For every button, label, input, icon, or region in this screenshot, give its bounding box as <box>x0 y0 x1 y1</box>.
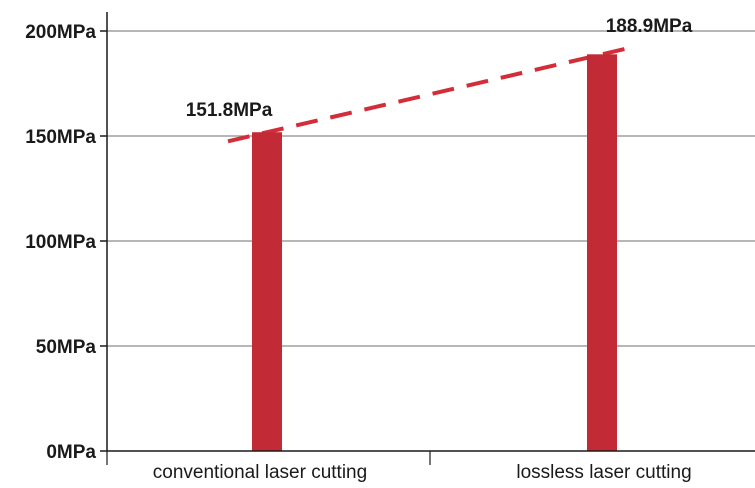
trend-line <box>227 45 633 144</box>
x-category-label: lossless laser cutting <box>516 462 691 483</box>
axes <box>100 12 755 465</box>
data-label: 188.9MPa <box>606 16 693 37</box>
y-tick-label: 100MPa <box>25 232 96 253</box>
y-tick-label: 150MPa <box>25 127 96 148</box>
y-tick-label: 50MPa <box>36 337 97 358</box>
gridlines <box>107 30 755 347</box>
trend-line-group <box>227 45 633 144</box>
y-tick-label: 0MPa <box>46 442 96 463</box>
x-category-label: conventional laser cutting <box>153 462 367 483</box>
labels: 0MPa 50MPa 100MPa 150MPa 200MPa 151.8MPa 188.9… <box>25 16 693 483</box>
bars <box>252 54 617 452</box>
data-label: 151.8MPa <box>186 100 273 121</box>
y-tick-label: 200MPa <box>25 22 96 43</box>
bar-2 <box>587 54 617 452</box>
bar-1 <box>252 132 282 451</box>
